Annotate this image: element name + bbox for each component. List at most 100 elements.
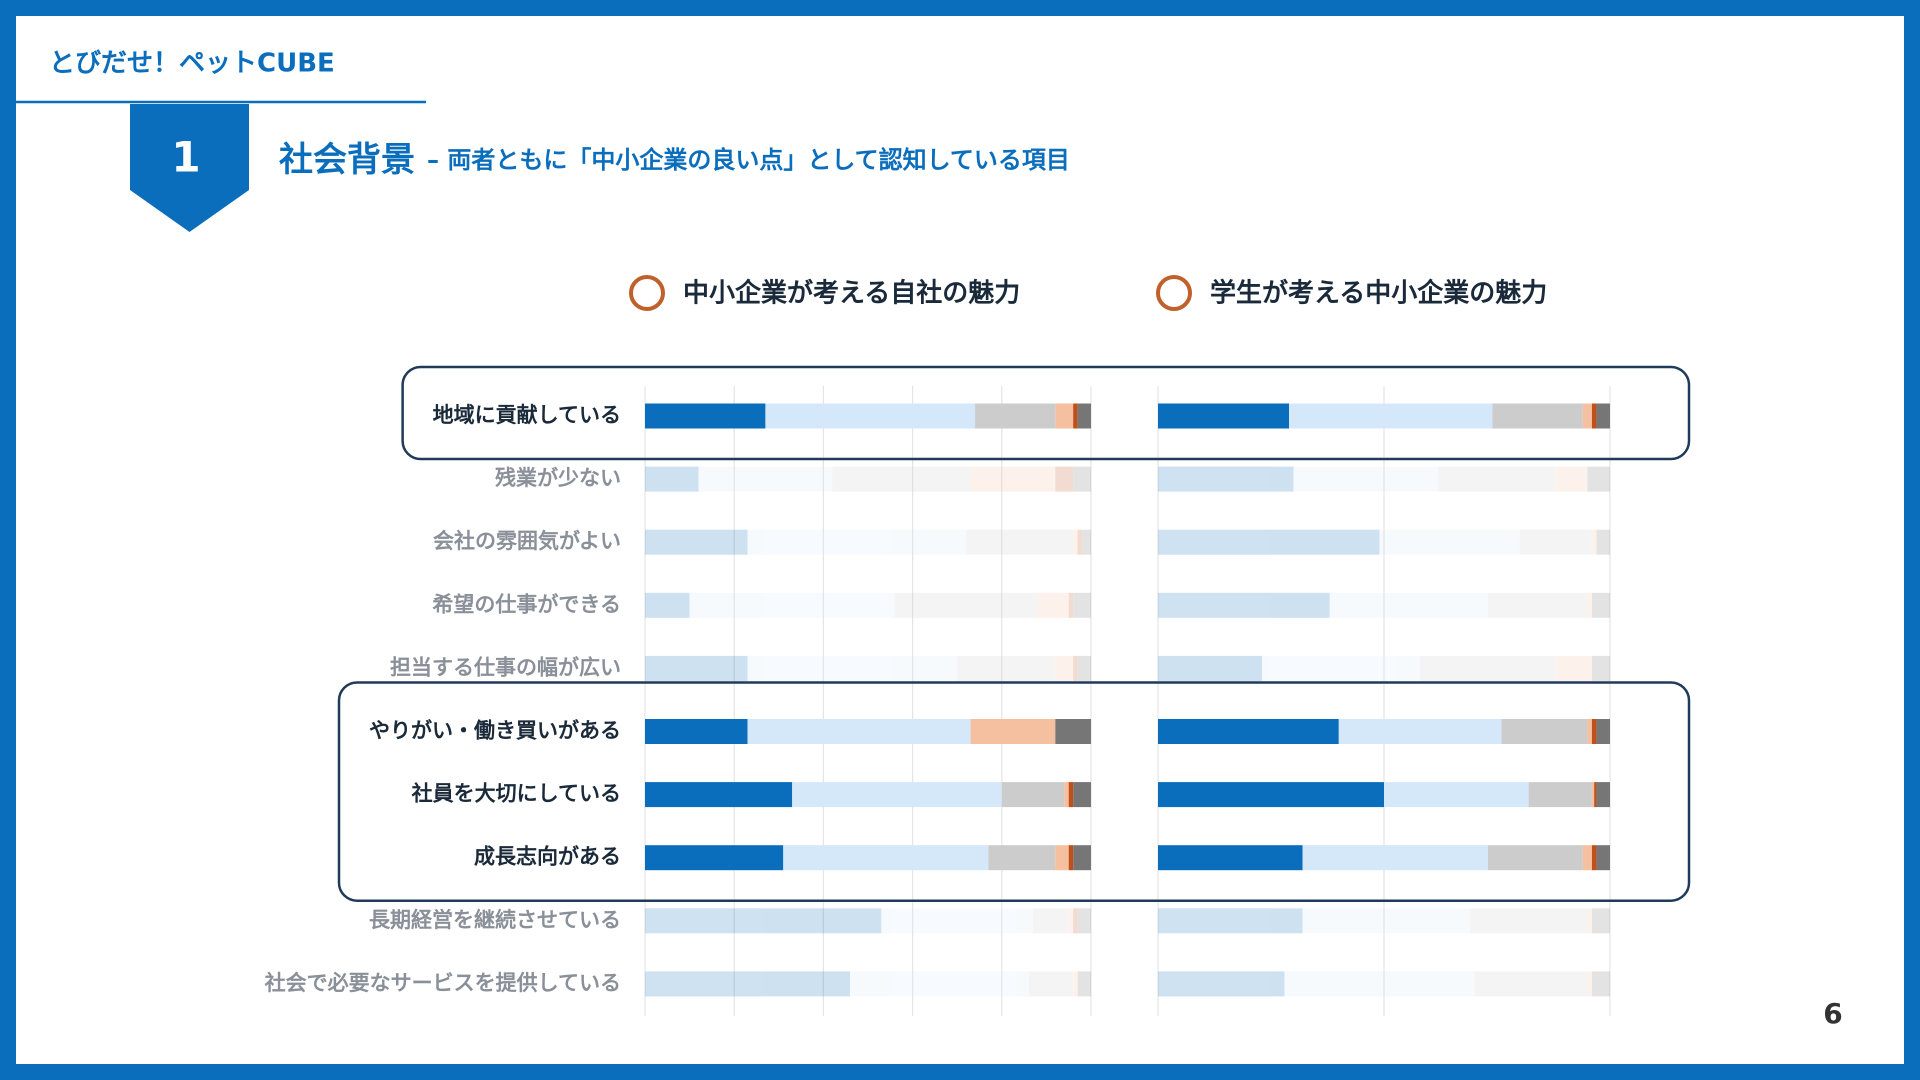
bar-row xyxy=(1158,845,1610,871)
bar-segment xyxy=(1073,466,1091,492)
bar-segment xyxy=(1068,908,1074,934)
section-number: 1 xyxy=(171,133,200,182)
bar-segment xyxy=(881,908,1034,934)
bar-segment xyxy=(957,655,1056,681)
bar-segment xyxy=(1284,971,1475,997)
category-label: 社員を大切にしている xyxy=(411,782,621,806)
bar-segment xyxy=(645,655,748,681)
bar-segment xyxy=(988,845,1056,871)
bar-segment xyxy=(894,592,1038,618)
bar-segment xyxy=(850,971,1029,997)
bar-row xyxy=(1158,466,1610,492)
bar-segment xyxy=(1158,845,1303,871)
bar-segment xyxy=(1591,908,1610,934)
bar-segment xyxy=(1587,971,1592,997)
bar-segment xyxy=(970,719,1056,744)
bar-segment xyxy=(1587,592,1592,618)
bar-segment xyxy=(747,655,958,681)
bar-segment xyxy=(1420,655,1556,681)
bar-segment xyxy=(1073,592,1091,618)
bar-segment xyxy=(1158,719,1339,744)
bar-segment xyxy=(1596,719,1610,744)
bar-segment xyxy=(1555,655,1592,681)
bar-segment xyxy=(747,719,971,744)
bar-segment xyxy=(1158,403,1290,429)
highlight-frame xyxy=(337,681,1691,902)
bar-segment xyxy=(1338,719,1502,744)
bar-segment xyxy=(1077,908,1091,934)
bar-segment xyxy=(645,845,784,871)
bar-segment xyxy=(1594,782,1597,808)
bar-row xyxy=(645,782,1091,808)
bar-segment xyxy=(1438,466,1556,492)
bar-segment xyxy=(1591,782,1595,808)
bar-segment xyxy=(1379,529,1520,555)
category-label: 会社の雰囲気がよい xyxy=(433,529,621,553)
bar-segment xyxy=(1487,845,1583,871)
bar-segment xyxy=(783,845,989,871)
bar-segment xyxy=(1587,719,1592,744)
bar-segment xyxy=(1073,655,1078,681)
bar-segment xyxy=(645,592,690,618)
bar-segment xyxy=(1582,845,1592,871)
bar-segment xyxy=(1055,403,1074,429)
category-label: 社会で必要なサービスを提供している xyxy=(264,971,621,995)
bar-segment xyxy=(1028,971,1074,997)
bar-segment xyxy=(1591,719,1597,744)
section-badge xyxy=(130,104,249,232)
bar-row xyxy=(1158,971,1610,997)
bar-row xyxy=(1158,655,1610,681)
bar-row xyxy=(1158,782,1610,808)
category-label: 担当する仕事の幅が広い xyxy=(390,655,621,679)
bar-segment xyxy=(1073,529,1078,555)
bar-segment xyxy=(645,908,882,934)
bar-segment xyxy=(1587,908,1592,934)
bar-segment xyxy=(1582,403,1592,429)
bar-segment xyxy=(1591,655,1610,681)
bar-segment xyxy=(645,971,851,997)
bar-segment xyxy=(1293,466,1439,492)
category-label: 成長志向がある xyxy=(474,845,621,869)
bar-segment xyxy=(975,403,1056,429)
bar-row xyxy=(645,592,1091,618)
bar-segment xyxy=(645,529,748,555)
bar-segment xyxy=(1077,403,1091,429)
bar-segment xyxy=(1596,845,1610,871)
bar-segment xyxy=(689,592,895,618)
bar-segment xyxy=(1001,782,1065,808)
bar-segment xyxy=(1591,592,1610,618)
bar-segment xyxy=(1158,782,1384,808)
page-number: 6 xyxy=(1823,997,1842,1030)
bar-segment xyxy=(1384,782,1529,808)
bar-segment xyxy=(1055,719,1091,744)
bar-segment xyxy=(1073,908,1078,934)
bar-row xyxy=(645,466,1091,492)
bar-segment xyxy=(645,403,766,429)
bar-segment xyxy=(1082,529,1091,555)
bar-segment xyxy=(1158,466,1294,492)
bar-segment xyxy=(1073,971,1078,997)
bar-row xyxy=(645,845,1091,871)
bar-segment xyxy=(1064,782,1069,808)
bar-segment xyxy=(1469,908,1588,934)
bar-segment xyxy=(1596,529,1610,555)
highlight-frame xyxy=(401,365,1691,461)
bar-segment xyxy=(1519,529,1592,555)
bar-segment xyxy=(1033,908,1069,934)
category-label: 残業が少ない xyxy=(495,466,621,490)
bar-segment xyxy=(1068,592,1074,618)
bar-segment xyxy=(1596,403,1610,429)
bar-segment xyxy=(1528,782,1592,808)
bar-segment xyxy=(1591,403,1597,429)
bar-segment xyxy=(1158,529,1380,555)
bar-segment xyxy=(1055,466,1074,492)
bar-row xyxy=(1158,719,1610,744)
bar-segment xyxy=(1158,971,1285,997)
bar-segment xyxy=(832,466,971,492)
bar-segment xyxy=(747,529,967,555)
bar-segment xyxy=(698,466,833,492)
bar-segment xyxy=(1055,845,1069,871)
bar-segment xyxy=(1261,655,1421,681)
title-marker xyxy=(1156,275,1192,311)
